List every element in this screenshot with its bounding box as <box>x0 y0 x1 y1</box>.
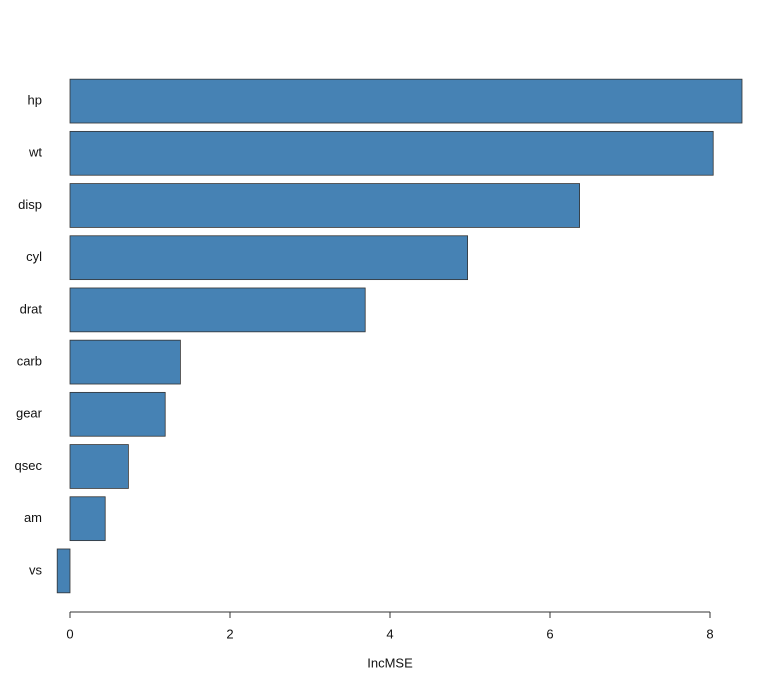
x-tick-label: 2 <box>226 626 233 641</box>
y-tick-label: am <box>24 510 42 525</box>
y-tick-label: carb <box>17 354 42 369</box>
bar <box>69 130 714 176</box>
y-tick-label: hp <box>28 93 42 108</box>
y-tick-label: vs <box>29 562 43 577</box>
bar <box>69 235 469 281</box>
bar <box>69 496 106 542</box>
y-tick-label: disp <box>18 197 42 212</box>
x-tick-label: 6 <box>546 626 553 641</box>
bar <box>69 391 166 437</box>
y-tick-label: drat <box>20 301 43 316</box>
bar <box>69 78 743 124</box>
y-tick-label: wt <box>28 145 42 160</box>
bar <box>69 183 581 228</box>
y-tick-label: cyl <box>26 249 42 264</box>
x-tick-label: 0 <box>66 626 73 641</box>
x-tick-label: 4 <box>386 626 393 641</box>
bar <box>69 287 366 333</box>
bar <box>69 339 181 385</box>
x-tick-label: 8 <box>706 626 713 641</box>
bar <box>56 548 71 594</box>
x-axis-title: IncMSE <box>367 655 413 670</box>
bar <box>69 444 129 489</box>
y-tick-label: qsec <box>15 458 43 473</box>
y-tick-label: gear <box>16 406 43 421</box>
